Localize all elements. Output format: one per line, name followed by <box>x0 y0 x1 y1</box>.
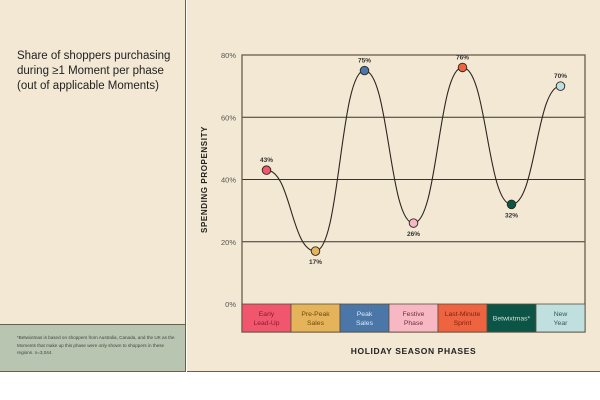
category-box <box>241 303 292 333</box>
category-label: Sales <box>356 320 374 327</box>
category-label: New <box>554 311 568 318</box>
category-label: Betwixtmas* <box>493 316 531 323</box>
data-label: 32% <box>505 212 518 219</box>
plot-frame <box>241 54 586 333</box>
category-box <box>388 303 439 333</box>
footnote-box: *Betwixtmas is based on shoppers from Au… <box>0 324 185 371</box>
data-point <box>261 165 272 175</box>
data-label: 76% <box>456 54 469 61</box>
category-box <box>339 303 390 333</box>
category-box <box>290 303 341 333</box>
left-panel: Share of shoppers purchasing during ≥1 M… <box>0 0 186 372</box>
data-label: 75% <box>358 58 371 65</box>
y-tick-label: 20% <box>221 238 236 247</box>
data-point <box>310 246 321 256</box>
category-label: Festive <box>403 311 425 318</box>
data-label: 43% <box>260 157 273 164</box>
category-label: Sprint <box>454 320 472 327</box>
data-label: 17% <box>309 259 322 266</box>
category-label: Sales <box>307 320 325 327</box>
category-label: Pre-Peak <box>301 311 330 318</box>
y-tick-label: 0% <box>225 300 236 309</box>
data-point <box>457 62 468 73</box>
category-box <box>535 303 586 333</box>
data-label: 70% <box>554 73 567 80</box>
category-label: Early <box>259 311 275 318</box>
category-label: Peak <box>357 311 373 318</box>
category-label: Last-Minute <box>445 311 481 318</box>
category-label: Phase <box>404 320 423 327</box>
data-label: 26% <box>407 231 420 238</box>
category-label: Lead-Up <box>253 320 279 327</box>
x-axis-title: HOLIDAY SEASON PHASES <box>351 346 477 356</box>
chart-title: Share of shoppers purchasing during ≥1 M… <box>17 50 171 92</box>
y-tick-label: 80% <box>221 51 236 60</box>
y-tick-label: 60% <box>221 113 236 122</box>
category-box <box>437 303 488 333</box>
data-point <box>555 81 566 91</box>
category-label: Year <box>554 320 568 327</box>
data-point <box>359 65 370 76</box>
footnote: *Betwixtmas is based on shoppers from Au… <box>17 335 175 355</box>
y-tick-label: 40% <box>221 176 236 185</box>
data-point <box>408 218 419 228</box>
y-axis-title: SPENDING PROPENSITY <box>200 126 209 233</box>
data-point <box>506 199 517 210</box>
